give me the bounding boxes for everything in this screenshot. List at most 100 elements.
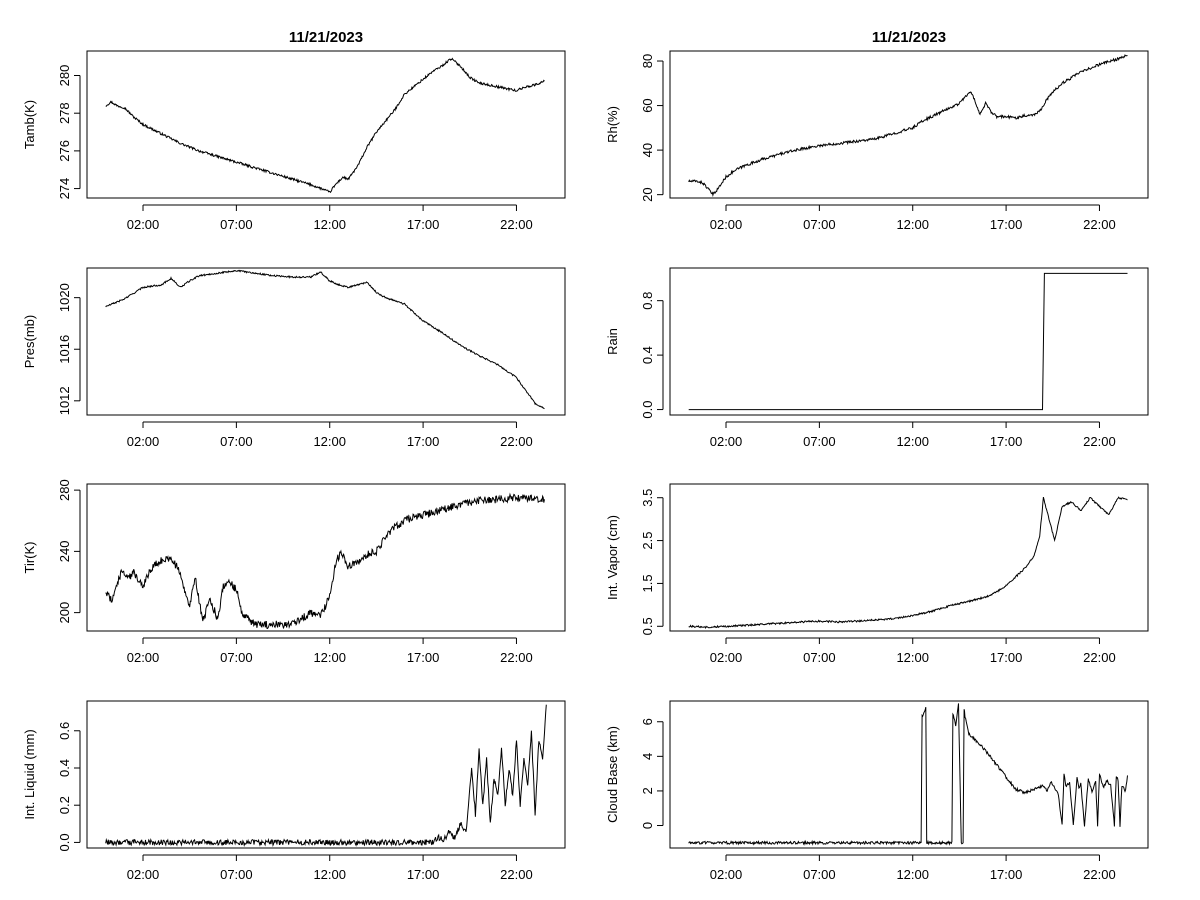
x-tick-label: 07:00 — [803, 867, 836, 882]
x-tick-label: 12:00 — [313, 867, 346, 882]
y-tick-label: 278 — [57, 102, 72, 124]
y-tick-label: 2.5 — [640, 532, 655, 550]
series-line-tamb-k — [105, 57, 545, 194]
y-tick-label: 276 — [57, 140, 72, 162]
x-tick-label: 07:00 — [220, 217, 253, 232]
panel-cloud-base-km: 02:00 07:00 12:00 17:00 22:00 0 2 4 6 Cloud Base … — [605, 700, 1149, 882]
y-tick-label: 200 — [57, 602, 72, 624]
x-tick-label: 22:00 — [500, 434, 533, 449]
y-tick-label: 60 — [640, 98, 655, 112]
series-line-rain — [688, 272, 1128, 411]
x-tick-label: 07:00 — [803, 650, 836, 665]
y-tick-label: 0 — [640, 822, 655, 829]
y-tick-label: 3.5 — [640, 489, 655, 507]
y-axis-label: Int. Liquid (mm) — [22, 729, 37, 819]
x-tick-label: 22:00 — [500, 217, 533, 232]
x-tick-label: 17:00 — [990, 650, 1023, 665]
series-line-int-liquid-mm — [105, 704, 547, 848]
y-tick-label: 1016 — [57, 335, 72, 364]
plot-frame — [669, 483, 1149, 632]
x-tick-label: 17:00 — [407, 867, 440, 882]
panel-rain: 02:00 07:00 12:00 17:00 22:00 0.0 0.4 0.8 Rain — [605, 267, 1149, 449]
x-tick-label: 07:00 — [220, 650, 253, 665]
x-tick-label: 02:00 — [127, 217, 160, 232]
panel-rh: 11/21/2023 02:00 07:00 12:00 17:00 22:00 20 40 6… — [605, 29, 1149, 232]
y-axis-label: Cloud Base (km) — [605, 726, 620, 823]
plot-frame — [669, 267, 1149, 416]
x-tick-label: 17:00 — [990, 867, 1023, 882]
x-tick-label: 02:00 — [127, 650, 160, 665]
y-tick-label: 0.4 — [640, 346, 655, 364]
chart-title: 11/21/2023 — [872, 29, 946, 46]
y-tick-label: 0.8 — [640, 292, 655, 310]
y-tick-label: 0.2 — [57, 796, 72, 814]
y-axis-label: Rain — [605, 328, 620, 355]
panel-tir-k: 02:00 07:00 12:00 17:00 22:00 200 240 280 Tir(K) — [22, 479, 566, 665]
x-tick-label: 12:00 — [313, 434, 346, 449]
x-tick-label: 22:00 — [500, 867, 533, 882]
plot-frame — [669, 700, 1149, 849]
y-axis-label: Tir(K) — [22, 541, 37, 573]
y-tick-label: 20 — [640, 187, 655, 201]
x-tick-label: 02:00 — [127, 867, 160, 882]
x-tick-label: 07:00 — [220, 867, 253, 882]
y-tick-label: 280 — [57, 479, 72, 501]
y-axis-label: Rh(%) — [605, 106, 620, 143]
x-tick-label: 07:00 — [803, 217, 836, 232]
y-tick-label: 80 — [640, 54, 655, 68]
x-tick-label: 12:00 — [313, 650, 346, 665]
x-tick-label: 17:00 — [990, 434, 1023, 449]
y-tick-label: 280 — [57, 65, 72, 87]
x-tick-label: 22:00 — [1083, 650, 1116, 665]
y-tick-label: 0.6 — [57, 722, 72, 740]
x-tick-label: 22:00 — [1083, 434, 1116, 449]
y-tick-label: 0.0 — [640, 401, 655, 419]
x-tick-label: 17:00 — [407, 217, 440, 232]
x-tick-label: 02:00 — [710, 217, 743, 232]
panels-container: 11/21/2023 02:00 07:00 12:00 17:00 22:00 274 27… — [22, 29, 1149, 882]
y-tick-label: 274 — [57, 178, 72, 200]
y-tick-label: 4 — [640, 753, 655, 760]
panel-pres-mb: 02:00 07:00 12:00 17:00 22:00 1012 1016 1020 Pre… — [22, 267, 566, 449]
x-tick-label: 02:00 — [127, 434, 160, 449]
y-tick-label: 240 — [57, 541, 72, 563]
y-tick-label: 6 — [640, 718, 655, 725]
panel-int-liquid-mm: 02:00 07:00 12:00 17:00 22:00 0.0 0.2 0.4 0.6 Int… — [22, 700, 566, 882]
x-tick-label: 02:00 — [710, 867, 743, 882]
panel-tamb-k: 11/21/2023 02:00 07:00 12:00 17:00 22:00 274 27… — [22, 29, 566, 232]
series-line-tir-k — [105, 492, 545, 630]
x-tick-label: 17:00 — [407, 434, 440, 449]
chart-title: 11/21/2023 — [289, 29, 363, 46]
plot-frame — [86, 700, 566, 849]
plot-frame — [86, 50, 566, 199]
y-tick-label: 1.5 — [640, 574, 655, 592]
x-tick-label: 12:00 — [896, 867, 929, 882]
x-tick-label: 07:00 — [803, 434, 836, 449]
x-tick-label: 17:00 — [407, 650, 440, 665]
x-tick-label: 17:00 — [990, 217, 1023, 232]
y-tick-label: 2 — [640, 787, 655, 794]
series-line-cloud-base-km — [688, 703, 1128, 846]
y-tick-label: 1012 — [57, 386, 72, 415]
y-tick-label: 0.5 — [640, 617, 655, 635]
x-tick-label: 22:00 — [1083, 217, 1116, 232]
y-tick-label: 0.0 — [57, 833, 72, 851]
x-tick-label: 22:00 — [500, 650, 533, 665]
x-tick-label: 12:00 — [896, 434, 929, 449]
y-axis-label: Int. Vapor (cm) — [605, 515, 620, 600]
y-axis-label: Tamb(K) — [22, 100, 37, 149]
x-tick-label: 07:00 — [220, 434, 253, 449]
plot-frame — [669, 50, 1149, 199]
x-tick-label: 12:00 — [313, 217, 346, 232]
plot-frame — [86, 267, 566, 416]
y-tick-label: 40 — [640, 143, 655, 157]
y-tick-label: 0.4 — [57, 759, 72, 777]
series-line-int-vapor-cm — [688, 496, 1128, 629]
x-tick-label: 02:00 — [710, 650, 743, 665]
y-tick-label: 1020 — [57, 283, 72, 312]
y-axis-label: Pres(mb) — [22, 315, 37, 368]
series-line-pres-mb — [105, 269, 545, 410]
x-tick-label: 22:00 — [1083, 867, 1116, 882]
x-tick-label: 12:00 — [896, 650, 929, 665]
